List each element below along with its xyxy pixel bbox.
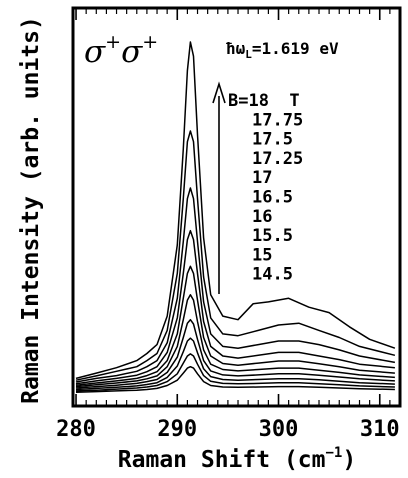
field-label-3: 17.25 xyxy=(252,149,303,169)
field-label-6: 16 xyxy=(252,207,272,227)
field-label-9: 14.5 xyxy=(252,265,293,285)
x-tick-label-300: 300 xyxy=(259,417,299,442)
spectrum-line-3 xyxy=(75,229,395,385)
x-tick-label-280: 280 xyxy=(56,417,96,442)
field-label-8: 15 xyxy=(252,245,272,265)
spectrum-line-6 xyxy=(75,318,395,389)
field-label-2: 17.5 xyxy=(252,130,293,150)
x-tick-label-310: 310 xyxy=(360,417,400,442)
spectrum-line-8 xyxy=(75,353,395,392)
field-label-4: 17 xyxy=(252,168,272,188)
y-axis-label: Raman Intensity (arb. units) xyxy=(18,16,44,404)
spectrum-line-0 xyxy=(75,41,396,380)
spectrum-line-2 xyxy=(75,187,396,383)
x-axis-label: Raman Shift (cm−1) xyxy=(118,445,356,473)
field-label-5: 16.5 xyxy=(252,188,293,208)
x-axis-ticks: 280 290 300 310 xyxy=(56,8,401,442)
spectrum-line-4 xyxy=(75,265,395,386)
spectra-curves xyxy=(75,41,396,394)
field-label-0: B=18 T xyxy=(228,91,300,111)
spectrum-line-5 xyxy=(75,294,395,388)
spectrum-line-7 xyxy=(75,337,395,391)
spectrum-line-1 xyxy=(75,130,396,381)
field-label-7: 15.5 xyxy=(252,226,293,246)
spectrum-line-9 xyxy=(75,365,395,394)
plot-frame xyxy=(71,6,402,408)
laser-energy-label: ħωL=1.619 eV xyxy=(226,39,339,61)
x-tick-label-290: 290 xyxy=(157,417,197,442)
field-arrow-head xyxy=(212,81,226,104)
field-label-1: 17.75 xyxy=(252,110,303,130)
polarization-label: σ+σ+ xyxy=(84,31,158,70)
